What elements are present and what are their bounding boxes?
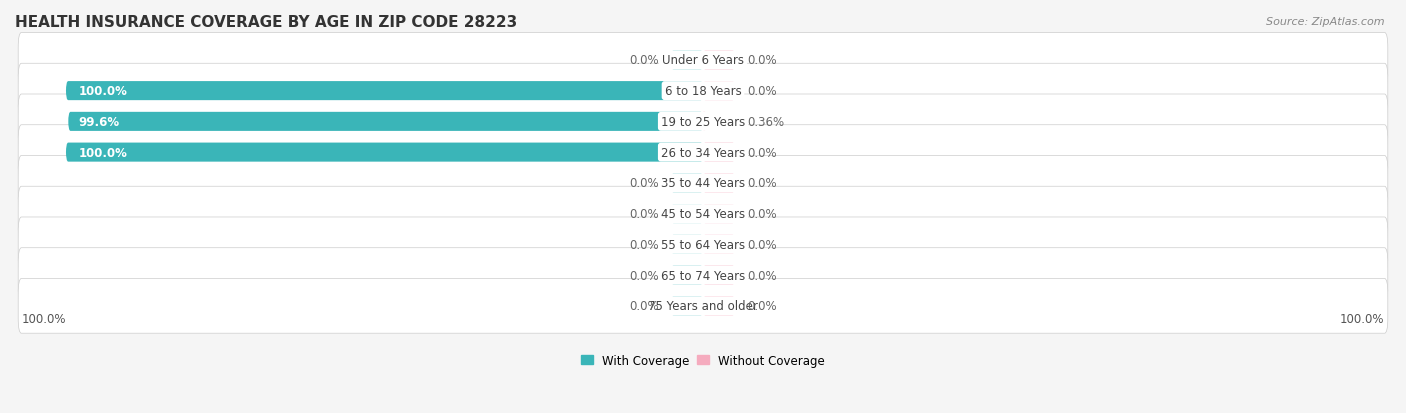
FancyBboxPatch shape <box>703 266 735 285</box>
Text: 100.0%: 100.0% <box>79 146 128 159</box>
FancyBboxPatch shape <box>66 143 703 162</box>
Text: 0.0%: 0.0% <box>628 208 658 221</box>
FancyBboxPatch shape <box>18 95 1388 150</box>
FancyBboxPatch shape <box>18 248 1388 303</box>
Text: 0.0%: 0.0% <box>628 177 658 190</box>
Legend: With Coverage, Without Coverage: With Coverage, Without Coverage <box>576 349 830 371</box>
Text: 0.0%: 0.0% <box>748 208 778 221</box>
Text: 6 to 18 Years: 6 to 18 Years <box>665 85 741 98</box>
FancyBboxPatch shape <box>18 126 1388 180</box>
FancyBboxPatch shape <box>671 174 703 193</box>
FancyBboxPatch shape <box>671 204 703 223</box>
Text: 0.0%: 0.0% <box>748 269 778 282</box>
FancyBboxPatch shape <box>703 174 735 193</box>
Text: HEALTH INSURANCE COVERAGE BY AGE IN ZIP CODE 28223: HEALTH INSURANCE COVERAGE BY AGE IN ZIP … <box>15 15 517 30</box>
FancyBboxPatch shape <box>703 204 735 223</box>
Text: 0.0%: 0.0% <box>748 85 778 98</box>
FancyBboxPatch shape <box>703 297 735 316</box>
Text: 55 to 64 Years: 55 to 64 Years <box>661 238 745 251</box>
Text: 100.0%: 100.0% <box>1340 312 1385 325</box>
Text: 35 to 44 Years: 35 to 44 Years <box>661 177 745 190</box>
FancyBboxPatch shape <box>703 51 735 70</box>
Text: 0.36%: 0.36% <box>748 116 785 128</box>
FancyBboxPatch shape <box>18 156 1388 211</box>
Text: 0.0%: 0.0% <box>628 54 658 67</box>
FancyBboxPatch shape <box>18 279 1388 333</box>
FancyBboxPatch shape <box>703 113 706 132</box>
Text: 0.0%: 0.0% <box>628 299 658 313</box>
Text: 99.6%: 99.6% <box>79 116 120 128</box>
FancyBboxPatch shape <box>703 235 735 254</box>
FancyBboxPatch shape <box>671 266 703 285</box>
FancyBboxPatch shape <box>671 297 703 316</box>
Text: 75 Years and older: 75 Years and older <box>648 299 758 313</box>
Text: Under 6 Years: Under 6 Years <box>662 54 744 67</box>
Text: 0.0%: 0.0% <box>628 238 658 251</box>
Text: 0.0%: 0.0% <box>748 299 778 313</box>
Text: 26 to 34 Years: 26 to 34 Years <box>661 146 745 159</box>
Text: 100.0%: 100.0% <box>79 85 128 98</box>
Text: 100.0%: 100.0% <box>21 312 66 325</box>
FancyBboxPatch shape <box>18 33 1388 88</box>
FancyBboxPatch shape <box>66 82 703 101</box>
Text: 0.0%: 0.0% <box>748 177 778 190</box>
FancyBboxPatch shape <box>671 51 703 70</box>
FancyBboxPatch shape <box>671 235 703 254</box>
Text: 0.0%: 0.0% <box>748 54 778 67</box>
FancyBboxPatch shape <box>69 113 703 132</box>
FancyBboxPatch shape <box>18 187 1388 241</box>
Text: 0.0%: 0.0% <box>628 269 658 282</box>
Text: 65 to 74 Years: 65 to 74 Years <box>661 269 745 282</box>
Text: 45 to 54 Years: 45 to 54 Years <box>661 208 745 221</box>
Text: Source: ZipAtlas.com: Source: ZipAtlas.com <box>1267 17 1385 26</box>
FancyBboxPatch shape <box>703 82 735 101</box>
FancyBboxPatch shape <box>18 218 1388 272</box>
FancyBboxPatch shape <box>18 64 1388 119</box>
Text: 0.0%: 0.0% <box>748 146 778 159</box>
FancyBboxPatch shape <box>703 143 735 162</box>
Text: 19 to 25 Years: 19 to 25 Years <box>661 116 745 128</box>
Text: 0.0%: 0.0% <box>748 238 778 251</box>
